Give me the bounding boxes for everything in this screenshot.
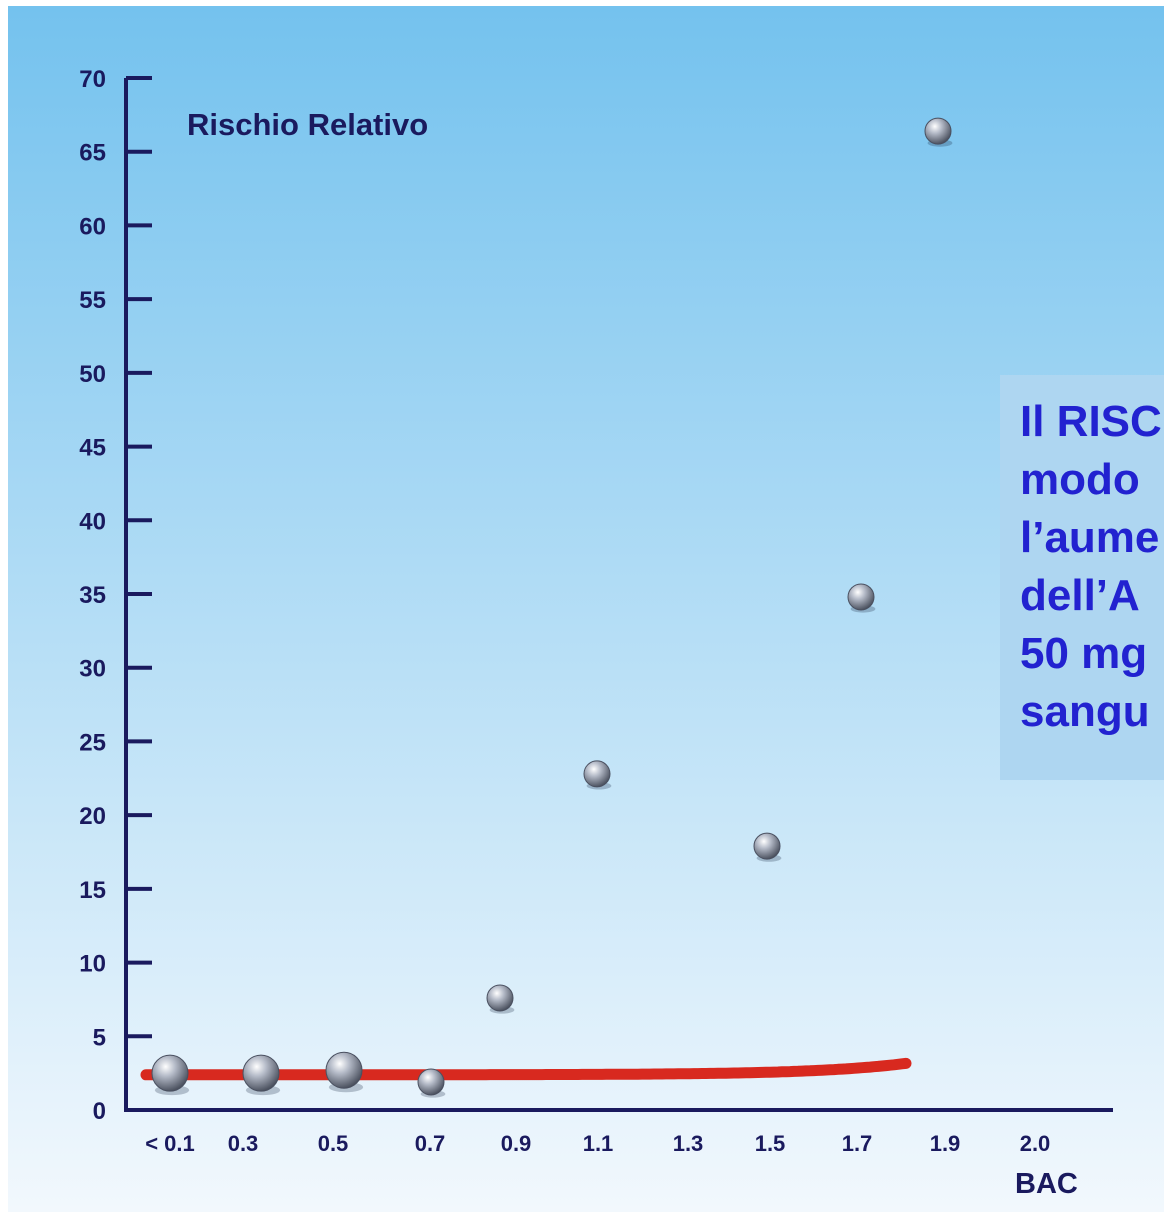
y-tick-label: 70: [79, 66, 106, 93]
x-tick-label: 1.1: [583, 1131, 614, 1156]
y-tick-label: 65: [79, 140, 106, 167]
y-tick-label: 0: [93, 1098, 106, 1125]
y-tick-label: 55: [79, 287, 106, 314]
axes-layer: [124, 76, 1113, 1112]
y-tick-label: 10: [79, 951, 106, 978]
labels-layer: Rischio Relativo BAC 0 5 10 15 20 25 30 35 40 45 5…: [79, 66, 1078, 1200]
data-point: [753, 832, 781, 860]
x-tick-label: 0.5: [318, 1131, 349, 1156]
x-tick-label: 1.7: [842, 1131, 873, 1156]
x-tick-label: 0.9: [501, 1131, 532, 1156]
x-tick-label: < 0.1: [145, 1131, 195, 1156]
x-tick-label: 1.9: [930, 1131, 961, 1156]
y-tick-label: 45: [79, 435, 106, 462]
y-tick-label: 40: [79, 508, 106, 535]
x-tick-label: 0.7: [415, 1131, 446, 1156]
points-layer: [151, 117, 953, 1098]
callout-text: Il RISC modo l’aume dell’A 50 mg sangu: [1020, 397, 1162, 736]
data-point: [325, 1051, 363, 1089]
data-point: [847, 583, 875, 611]
data-point: [417, 1068, 445, 1096]
y-tick-label: 15: [79, 877, 106, 904]
y-tick-label: 25: [79, 729, 106, 756]
chart-background: [8, 6, 1164, 1212]
x-tick-label: 1.5: [755, 1131, 786, 1156]
y-tick-label: 5: [93, 1024, 106, 1051]
y-tick-label: 50: [79, 361, 106, 388]
data-point: [151, 1054, 189, 1092]
y-tick-label: 60: [79, 213, 106, 240]
data-point: [924, 117, 952, 145]
data-point: [486, 984, 514, 1012]
x-tick-label: 1.3: [673, 1131, 704, 1156]
data-point: [583, 760, 611, 788]
data-point: [242, 1054, 280, 1092]
y-tick-label: 30: [79, 656, 106, 683]
x-axis-title: BAC: [1015, 1168, 1078, 1200]
y-axis-title: Rischio Relativo: [187, 107, 428, 142]
x-tick-label: 0.3: [228, 1131, 259, 1156]
x-tick-label: 2.0: [1020, 1131, 1051, 1156]
y-tick-label: 35: [79, 582, 106, 609]
callout-box: Il RISC modo l’aume dell’A 50 mg sangu: [1000, 375, 1164, 780]
y-tick-label: 20: [79, 803, 106, 830]
